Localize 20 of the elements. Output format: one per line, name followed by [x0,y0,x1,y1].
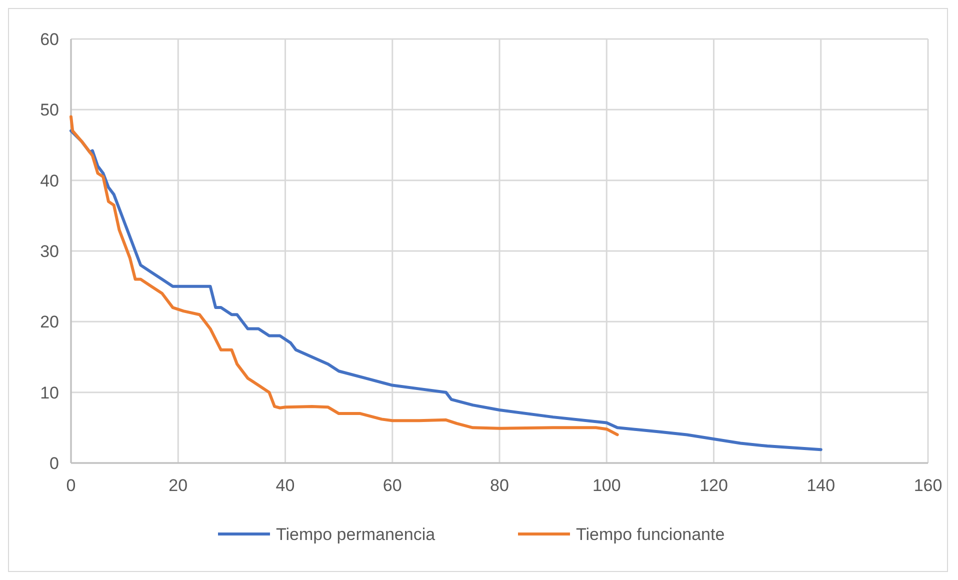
x-tick-label: 60 [382,476,402,495]
x-tick-label: 0 [66,476,76,495]
x-tick-label: 140 [806,476,836,495]
y-tick-label: 20 [40,312,59,332]
legend-label: Tiempo funcionante [576,524,725,544]
line-series [70,115,619,436]
y-tick-label: 30 [40,242,59,261]
y-tick-label: 60 [40,30,59,49]
x-tick-label: 160 [914,476,942,495]
y-tick-label: 10 [40,383,59,402]
y-tick-label: 50 [40,100,59,120]
y-tick-label: 40 [40,171,59,190]
x-tick-label: 80 [490,476,509,495]
line-series [70,129,822,452]
legend-label: Tiempo permanencia [276,524,436,544]
y-tick-label: 0 [50,454,59,473]
x-tick-label: 100 [592,476,621,495]
x-tick-label: 40 [276,476,295,495]
x-tick-label: 20 [168,476,188,495]
x-tick-label: 120 [700,476,728,495]
